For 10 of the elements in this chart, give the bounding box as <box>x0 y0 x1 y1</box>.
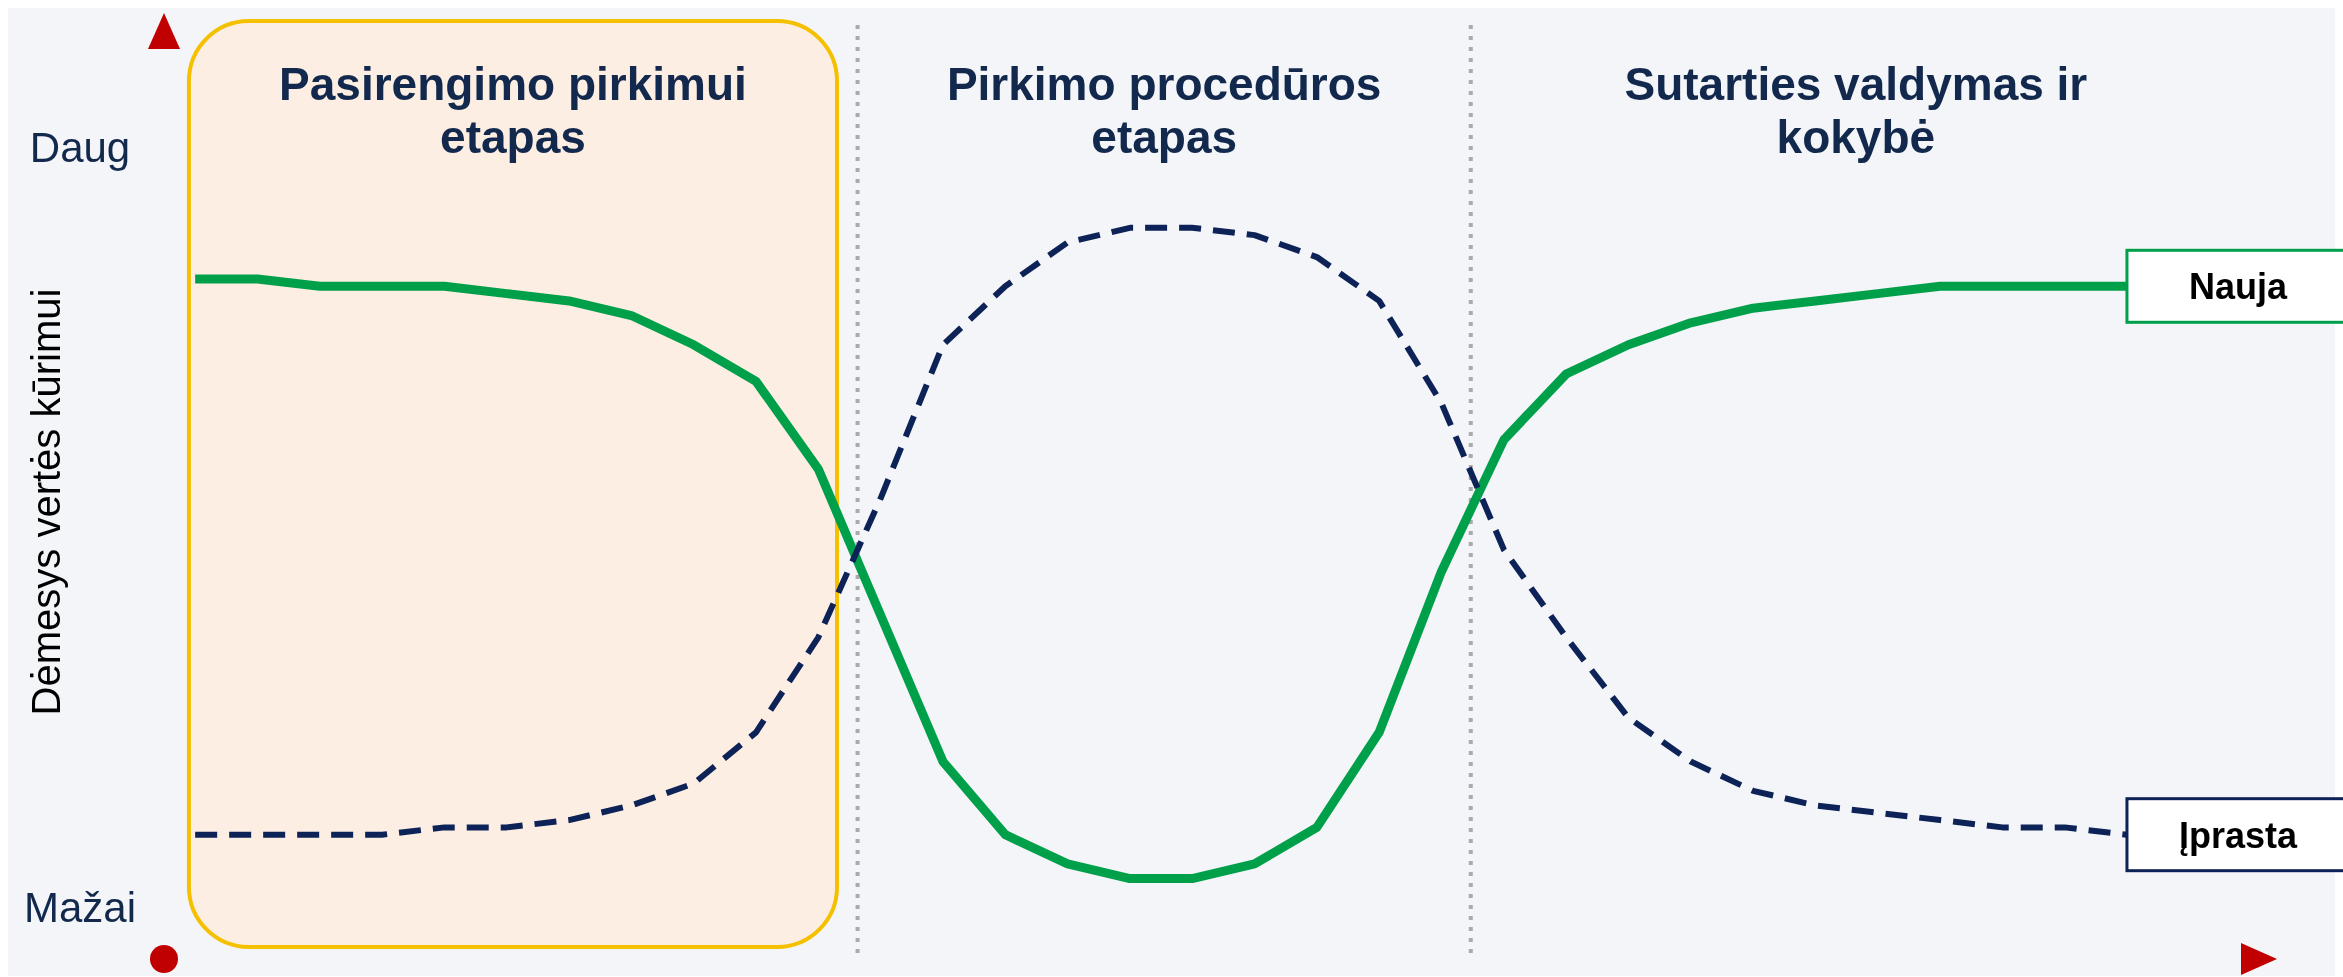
series-label: Įprasta <box>2178 814 2298 856</box>
text: Pirkimo procedūros etapas <box>946 58 1382 163</box>
tag-box: Nauja <box>2125 248 2343 324</box>
text: Daug <box>29 123 131 171</box>
text: Mažai <box>23 884 137 932</box>
tag-box: Įprasta <box>2125 797 2343 873</box>
text: Sutarties valdymas ir kokybė <box>1624 58 2088 163</box>
series-label: Nauja <box>2188 266 2288 308</box>
text: Pasirengimo pirkimui etapas <box>279 58 747 163</box>
y-axis-title: Dėmesys vertės kūrimui <box>24 288 68 716</box>
